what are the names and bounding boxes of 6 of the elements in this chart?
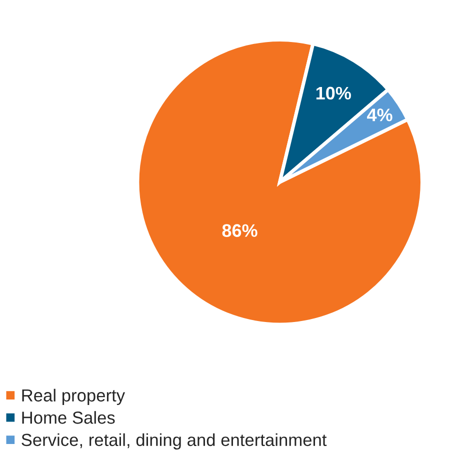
legend-label: Home Sales	[22, 411, 115, 424]
data-label: 10%	[316, 86, 351, 100]
data-label: 86%	[222, 224, 258, 237]
legend-label: Real property	[22, 388, 126, 406]
legend-label: Service, retail, dining and entertainment	[22, 433, 327, 450]
data-label: 4%	[367, 108, 392, 122]
